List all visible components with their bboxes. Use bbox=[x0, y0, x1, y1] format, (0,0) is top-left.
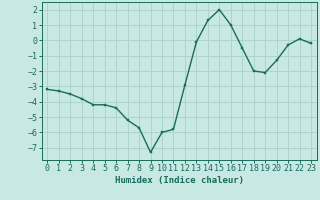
X-axis label: Humidex (Indice chaleur): Humidex (Indice chaleur) bbox=[115, 176, 244, 185]
